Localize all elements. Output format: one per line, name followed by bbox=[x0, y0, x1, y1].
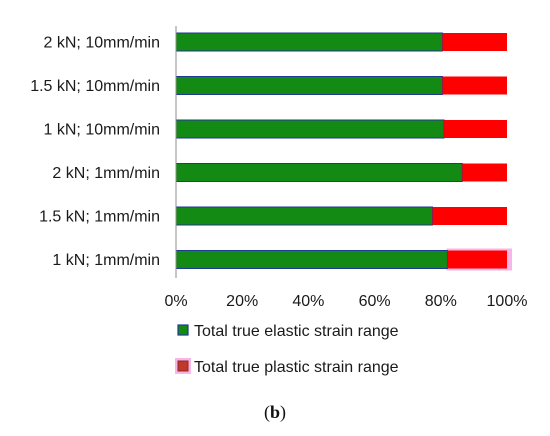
caption-close-paren: ) bbox=[280, 402, 286, 422]
figure-caption: (b) bbox=[0, 402, 550, 423]
legend-label-elastic: Total true elastic strain range bbox=[194, 323, 399, 340]
category-labels: 2 kN; 10mm/min 1.5 kN; 10mm/min 1 kN; 10mm… bbox=[30, 35, 160, 270]
bar-elastic-2-kn-1mm-min bbox=[175, 163, 463, 182]
caption-letter: b bbox=[269, 402, 280, 422]
bar-plastic-1-kn-10mm-min bbox=[444, 120, 507, 138]
legend: Total true elastic strain range Total tr… bbox=[175, 323, 399, 376]
x-tick-label-5: 100% bbox=[487, 293, 528, 310]
x-tick-label-0: 0% bbox=[164, 293, 187, 310]
x-tick-label-2: 40% bbox=[292, 293, 324, 310]
legend-item-plastic: Total true plastic strain range bbox=[175, 358, 399, 376]
category-label-1-5-kn-1mm-min: 1.5 kN; 1mm/min bbox=[39, 209, 160, 226]
x-tick-labels: 0% 20% 40% 60% 80% 100% bbox=[164, 293, 527, 310]
category-label-2-kn-10mm-min: 2 kN; 10mm/min bbox=[44, 35, 160, 52]
x-tick-label-1: 20% bbox=[226, 293, 258, 310]
caption-open-paren: ( bbox=[263, 402, 270, 422]
bar-elastic-1-kn-1mm-min bbox=[175, 250, 448, 269]
bar-plastic-1-kn-1mm-min bbox=[447, 250, 507, 269]
bar-plastic-1-5-kn-10mm-min bbox=[442, 76, 507, 95]
category-label-1-5-kn-10mm-min: 1.5 kN; 10mm/min bbox=[30, 78, 160, 95]
bar-elastic-1-5-kn-10mm-min bbox=[175, 76, 443, 95]
bar-plastic-2-kn-1mm-min bbox=[462, 163, 507, 182]
bar-elastic-1-5-kn-1mm-min bbox=[175, 206, 434, 226]
x-tick-label-4: 80% bbox=[425, 293, 457, 310]
bars-layer bbox=[175, 32, 512, 271]
category-label-1-kn-10mm-min: 1 kN; 10mm/min bbox=[44, 122, 160, 139]
category-label-1-kn-1mm-min: 1 kN; 1mm/min bbox=[52, 252, 160, 269]
bar-elastic-1-kn-10mm-min bbox=[175, 119, 445, 139]
x-tick-label-3: 60% bbox=[359, 293, 391, 310]
legend-swatch-plastic bbox=[177, 360, 189, 372]
bar-plastic-1-5-kn-1mm-min bbox=[432, 207, 507, 225]
bar-plastic-2-kn-10mm-min bbox=[442, 33, 507, 51]
legend-item-elastic: Total true elastic strain range bbox=[177, 323, 399, 340]
bar-elastic-2-kn-10mm-min bbox=[175, 32, 443, 52]
stacked-bar-chart: 2 kN; 10mm/min 1.5 kN; 10mm/min 1 kN; 10mm… bbox=[30, 26, 527, 376]
legend-swatch-elastic bbox=[177, 324, 189, 336]
category-label-2-kn-1mm-min: 2 kN; 1mm/min bbox=[52, 165, 160, 182]
legend-label-plastic: Total true plastic strain range bbox=[194, 359, 399, 376]
